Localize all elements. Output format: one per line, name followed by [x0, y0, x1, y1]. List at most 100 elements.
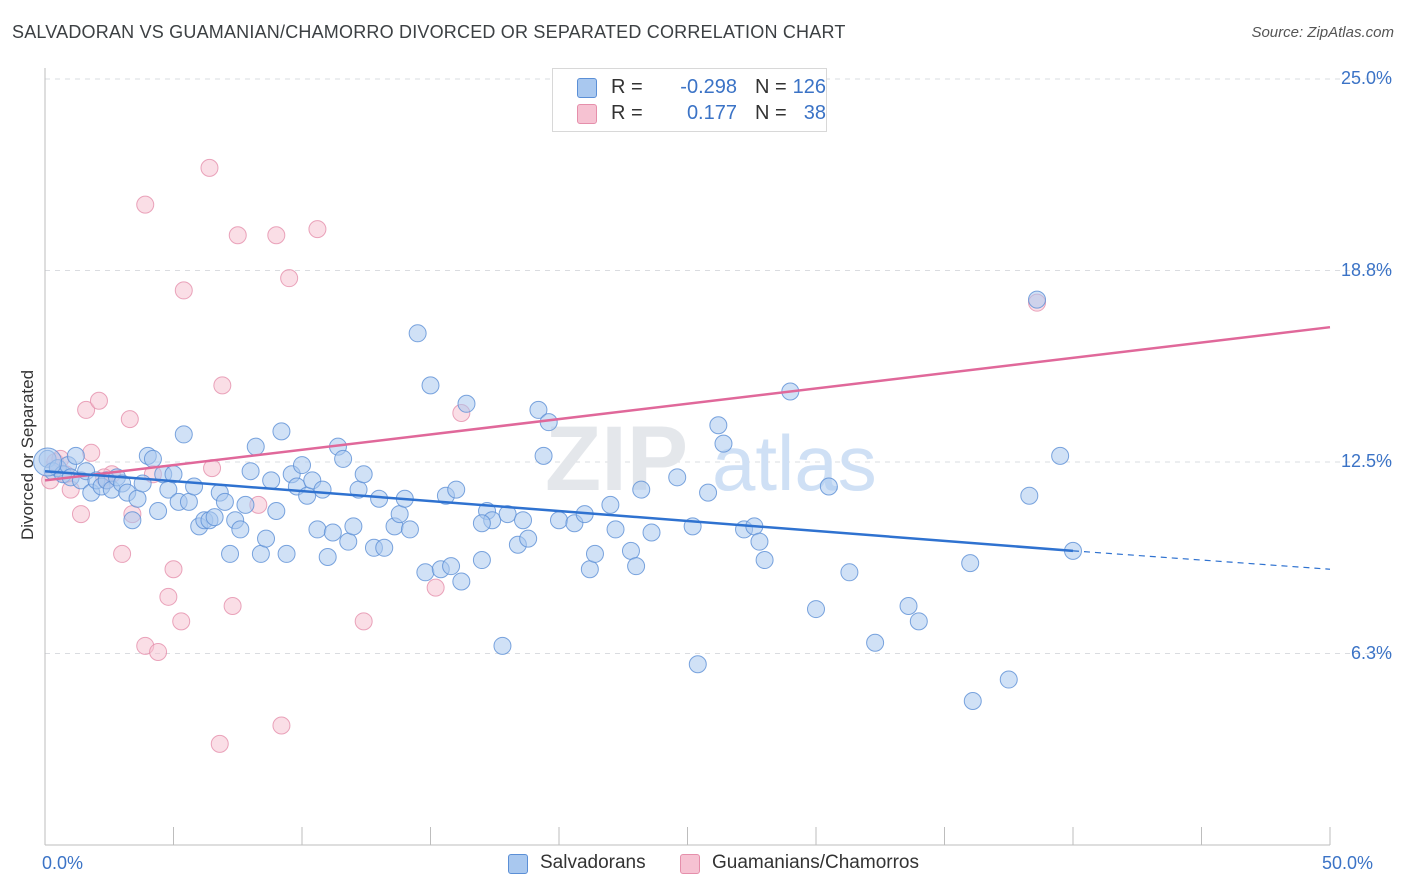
point-salvadorans	[909, 612, 928, 631]
point-salvadorans	[866, 633, 885, 652]
point-salvadorans	[621, 541, 640, 560]
legend-swatch-pink	[577, 104, 597, 124]
point-guamanians	[272, 716, 291, 735]
point-salvadorans	[390, 505, 409, 524]
point-salvadorans	[313, 480, 332, 499]
point-salvadorans	[442, 557, 461, 576]
point-salvadorans	[472, 551, 491, 570]
point-salvadorans	[606, 520, 625, 539]
point-salvadorans	[840, 563, 859, 582]
correlation-legend: R = -0.298 N = 126 R = 0.177 N = 38	[552, 68, 827, 132]
legend-n-label: N =	[755, 102, 787, 124]
point-salvadorans	[585, 544, 604, 563]
point-guamanians	[136, 195, 155, 214]
point-salvadorans	[999, 670, 1018, 689]
point-salvadorans	[298, 486, 317, 505]
point-guamanians	[354, 612, 373, 631]
point-guamanians	[213, 376, 232, 395]
point-salvadorans	[334, 449, 353, 468]
point-salvadorans	[755, 551, 774, 570]
point-salvadorans	[241, 462, 260, 481]
point-salvadorans	[272, 422, 291, 441]
legend-swatch-blue	[577, 78, 597, 98]
legend-r-value: -0.298	[680, 76, 737, 98]
point-salvadorans	[354, 465, 373, 484]
point-salvadorans	[416, 563, 435, 582]
point-salvadorans	[472, 514, 491, 533]
point-salvadorans	[963, 691, 982, 710]
point-salvadorans	[688, 655, 707, 674]
point-salvadorans	[375, 538, 394, 557]
point-guamanians	[172, 612, 191, 631]
bottom-legend-swatch-pink	[680, 854, 700, 874]
point-guamanians	[113, 544, 132, 563]
point-guamanians	[164, 560, 183, 579]
point-salvadorans	[257, 529, 276, 548]
point-salvadorans	[123, 511, 142, 530]
point-salvadorans	[408, 324, 427, 343]
point-salvadorans	[519, 529, 538, 548]
source-label: Source: ZipAtlas.com	[1251, 24, 1394, 41]
point-salvadorans	[580, 560, 599, 579]
point-salvadorans	[251, 544, 270, 563]
point-salvadorans	[550, 511, 568, 530]
point-salvadorans	[66, 446, 85, 465]
point-salvadorans	[149, 502, 168, 521]
point-salvadorans	[339, 532, 358, 551]
point-salvadorans	[1020, 486, 1039, 505]
point-salvadorans	[205, 508, 224, 527]
point-salvadorans	[267, 502, 286, 521]
legend-n-label: N =	[755, 76, 787, 98]
trend-lines	[44, 325, 1331, 570]
point-salvadorans	[293, 456, 311, 475]
point-salvadorans	[421, 376, 440, 395]
point-guamanians	[77, 400, 96, 419]
point-salvadorans	[668, 468, 687, 487]
point-salvadorans-cluster	[33, 447, 63, 477]
point-salvadorans	[807, 600, 825, 619]
point-salvadorans	[709, 416, 728, 435]
trend-line-guamanians	[44, 325, 1331, 482]
point-guamanians	[174, 281, 193, 300]
watermark-atlas: atlas	[712, 419, 877, 507]
point-guamanians	[71, 505, 90, 524]
trend-line-salvadorans	[44, 469, 1074, 553]
point-salvadorans	[447, 480, 466, 499]
legend-r-value: 0.177	[686, 102, 737, 124]
point-salvadorans	[318, 547, 337, 566]
point-salvadorans	[627, 557, 646, 576]
y-axis-label: Divorced or Separated	[18, 369, 37, 541]
point-salvadorans	[498, 505, 517, 524]
legend-r-label: R =	[611, 76, 643, 98]
bottom-legend-label: Salvadorans	[540, 852, 646, 873]
point-salvadorans	[400, 520, 419, 539]
point-salvadorans	[642, 523, 661, 542]
point-salvadorans	[529, 400, 548, 419]
point-salvadorans	[262, 471, 281, 490]
point-guamanians	[200, 158, 219, 177]
y-tick-label: 18.8%	[1340, 259, 1392, 280]
trend-line-salvadorans-extrapolated	[1072, 550, 1331, 570]
point-salvadorans	[819, 477, 838, 496]
point-salvadorans	[452, 572, 471, 591]
point-guamanians	[228, 226, 247, 245]
point-salvadorans	[899, 597, 918, 616]
point-salvadorans	[236, 495, 255, 514]
point-salvadorans	[514, 511, 533, 530]
point-salvadorans	[699, 483, 718, 502]
x-tick-label-max: 50.0%	[1322, 853, 1374, 873]
point-salvadorans	[1051, 446, 1070, 465]
point-salvadorans	[221, 544, 240, 563]
point-salvadorans	[344, 517, 363, 536]
point-salvadorans	[714, 434, 733, 453]
bottom-legend-label: Guamanians/Chamorros	[712, 852, 919, 873]
point-salvadorans	[601, 495, 620, 514]
gridlines	[45, 78, 1395, 654]
point-salvadorans	[961, 554, 980, 573]
point-salvadorans	[179, 492, 198, 511]
legend-r-label: R =	[611, 102, 643, 124]
x-tick-label-min: 0.0%	[42, 853, 84, 873]
point-salvadorans	[534, 446, 553, 465]
point-salvadorans	[308, 520, 327, 539]
